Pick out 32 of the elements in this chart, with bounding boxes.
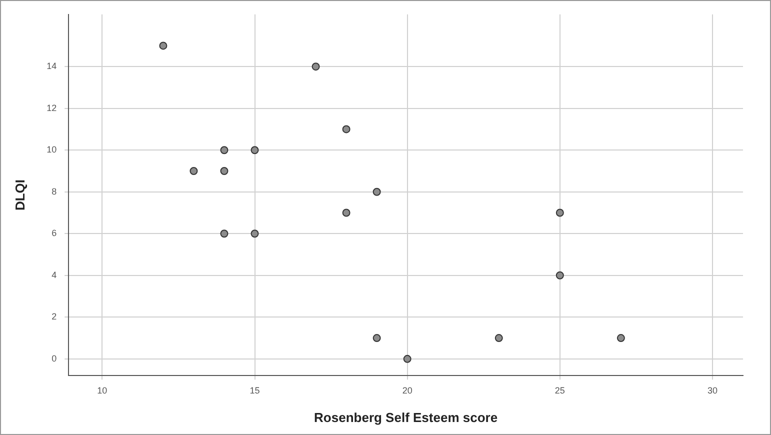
- point: [556, 208, 564, 217]
- x-tick-label: 30: [707, 385, 718, 396]
- point: [190, 166, 198, 175]
- point: [342, 125, 350, 134]
- y-tick-label: 14: [46, 61, 57, 72]
- point: [220, 166, 228, 175]
- point: [494, 334, 503, 342]
- x-tick-label: 15: [250, 385, 260, 396]
- y-tick-label: 8: [52, 186, 57, 196]
- point: [372, 334, 381, 342]
- y-tick-label: 6: [52, 228, 57, 238]
- y-axis-title: DLQI: [12, 179, 28, 211]
- y-tick-label: 0: [52, 353, 57, 364]
- y-tick-label: 2: [52, 312, 57, 322]
- point: [372, 188, 381, 196]
- point: [250, 146, 259, 154]
- point: [220, 146, 228, 154]
- point: [342, 208, 350, 217]
- y-tick-label: 4: [52, 270, 57, 280]
- y-tick-label: 10: [46, 144, 57, 155]
- y-tick-label: 12: [46, 102, 57, 113]
- point: [312, 62, 320, 71]
- x-tick-label: 25: [554, 385, 565, 396]
- point: [220, 230, 228, 238]
- point: [250, 230, 259, 238]
- point: [159, 42, 168, 50]
- x-tick-label: 20: [402, 385, 412, 396]
- x-tick-label: 10: [97, 385, 108, 396]
- point: [403, 354, 412, 363]
- point: [616, 334, 625, 342]
- x-axis-title: Rosenberg Self Esteem score: [314, 410, 498, 425]
- point: [556, 271, 564, 280]
